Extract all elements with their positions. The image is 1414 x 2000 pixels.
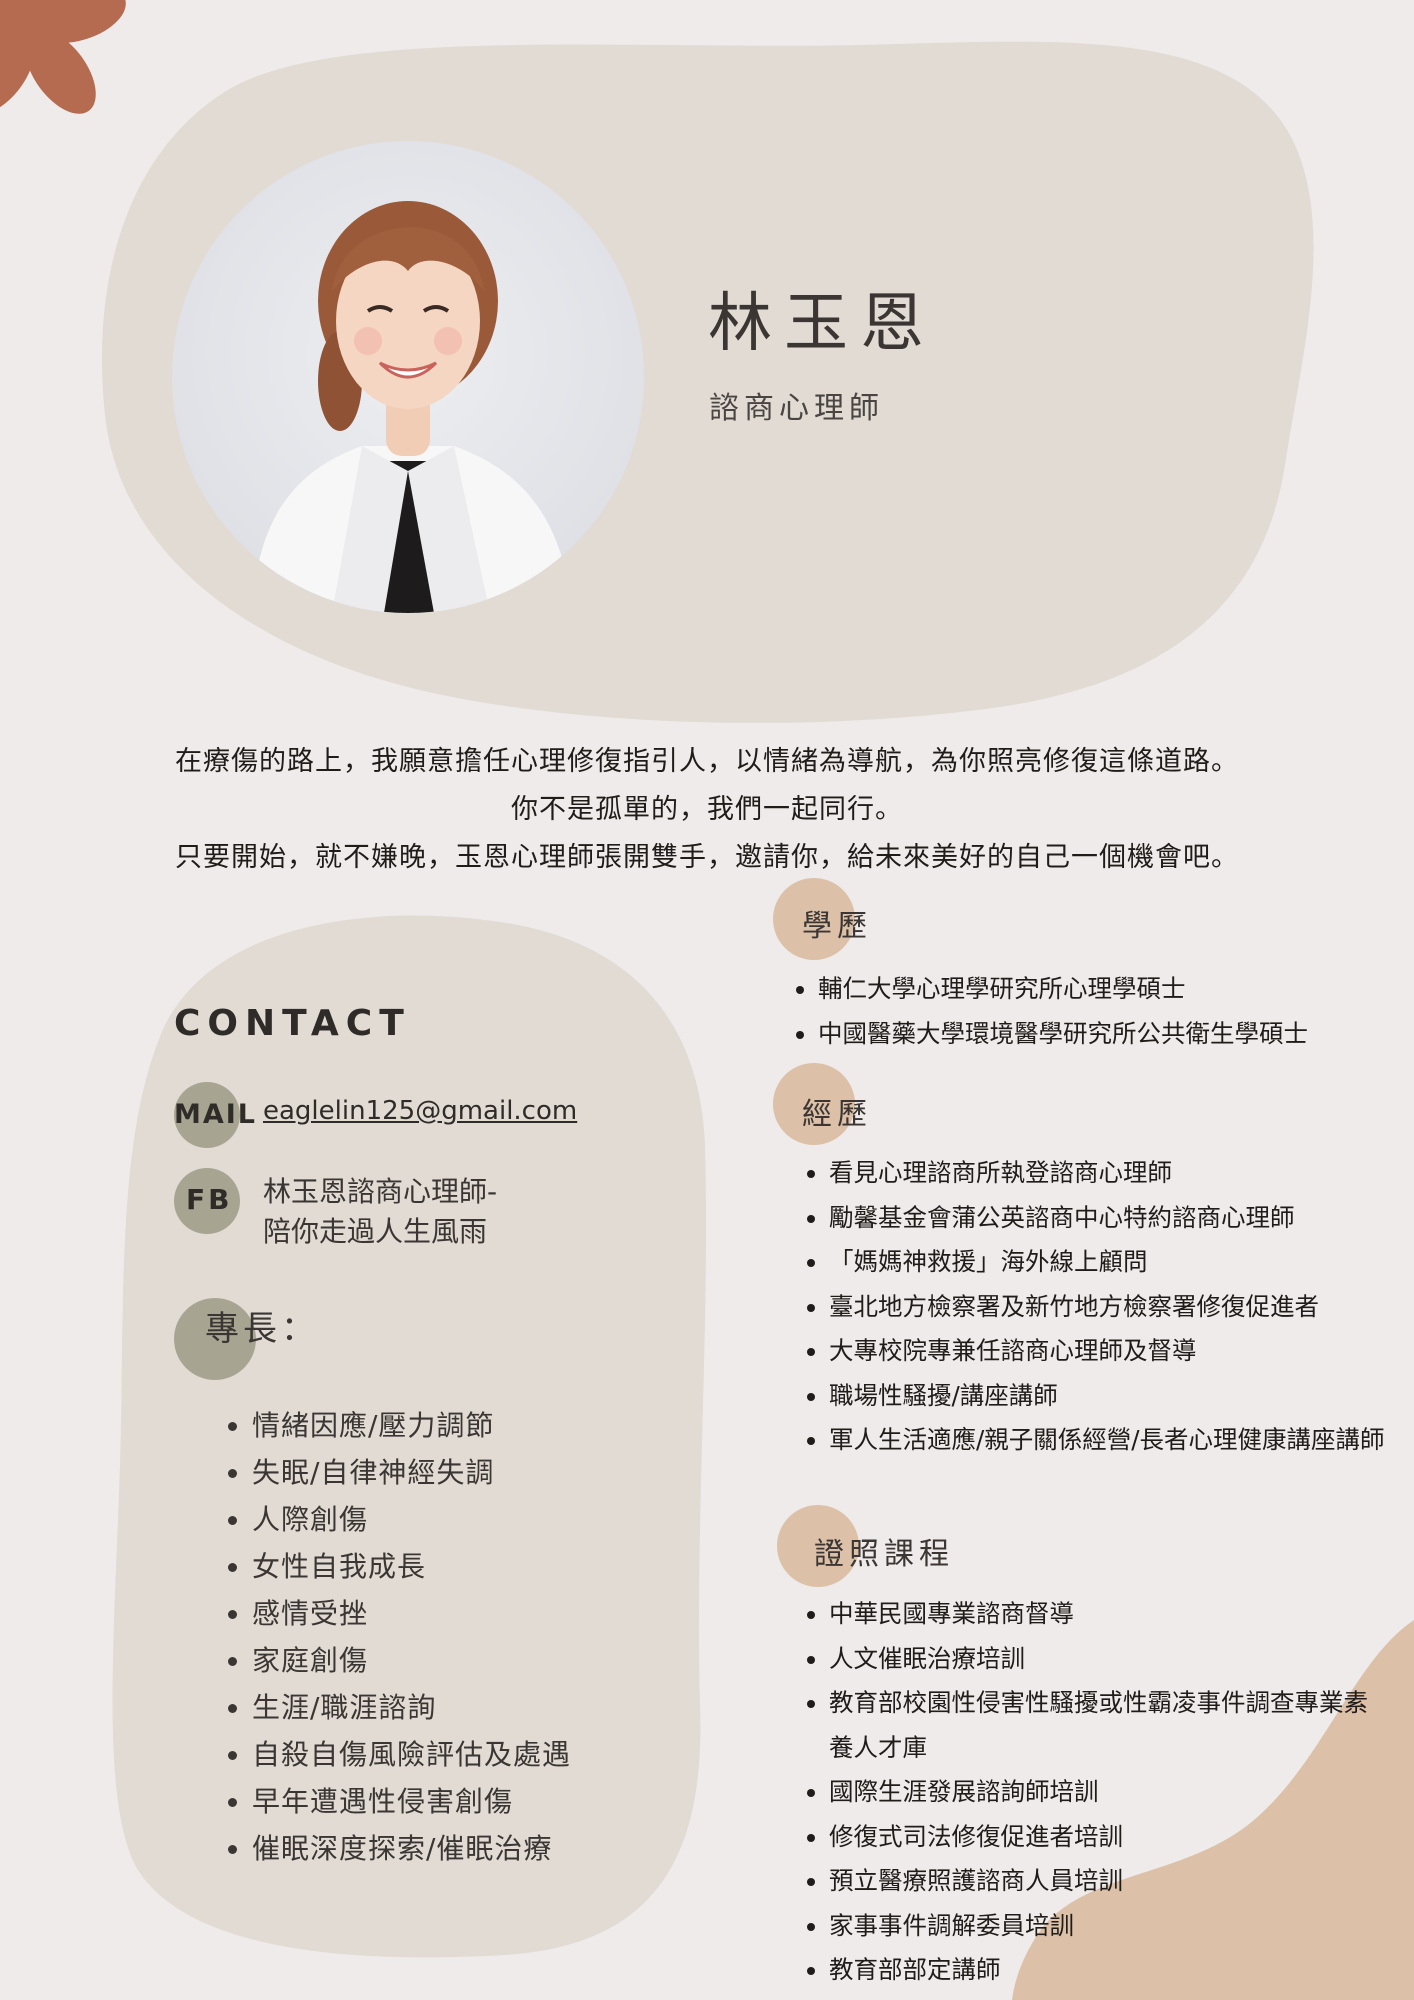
skill-item: 生涯/職涯諮詢 (252, 1684, 571, 1731)
experience-badge (773, 1063, 855, 1145)
skill-item: 情緒因應/壓力調節 (252, 1402, 571, 1449)
fb-badge (174, 1168, 240, 1234)
education-badge (773, 878, 855, 960)
contact-panel (112, 915, 707, 1958)
certificates-badge (777, 1505, 859, 1587)
fb-value-line: 陪你走過人生風雨 (263, 1215, 488, 1248)
experience-item: 軍人生活適應/親子關係經營/長者心理健康講座講師 (829, 1418, 1389, 1463)
intro-line: 你不是孤單的，我們一起同行。 (511, 794, 903, 825)
intro-line: 只要開始，就不嫌晚，玉恩心理師張開雙手，邀請你，給未來美好的自己一個機會吧。 (175, 842, 1239, 873)
certificate-item: 人文催眠治療培訓 (829, 1637, 1389, 1682)
experience-item: 看見心理諮商所執登諮商心理師 (829, 1151, 1389, 1196)
experience-heading: 經歷 (802, 1097, 872, 1132)
skill-item: 女性自我成長 (252, 1543, 571, 1590)
facebook-page-name: 林玉恩諮商心理師- 陪你走過人生風雨 (263, 1172, 497, 1252)
certificate-item: 教育部部定講師 (829, 1948, 1389, 1993)
skills-badge (174, 1298, 256, 1380)
experience-item: 勵馨基金會蒲公英諮商中心特約諮商心理師 (829, 1196, 1389, 1241)
mail-label: MAIL (174, 1099, 258, 1130)
certificate-item: 家事事件調解委員培訓 (829, 1904, 1389, 1949)
experience-item: 職場性騷擾/講座講師 (829, 1374, 1389, 1419)
certificate-item: 教育部校園性侵害性騷擾或性霸凌事件調查專業素養人才庫 (829, 1681, 1389, 1770)
profile-name: 林玉恩 (708, 287, 936, 361)
skill-item: 感情受挫 (252, 1590, 571, 1637)
portrait-illustration (252, 201, 572, 613)
corner-blob-decoration (1012, 1620, 1414, 2000)
experience-item: 臺北地方檢察署及新竹地方檢察署修復促進者 (829, 1285, 1389, 1330)
profile-role: 諮商心理師 (709, 391, 884, 426)
education-item: 輔仁大學心理學研究所心理學碩士 (818, 966, 1414, 1011)
skill-item: 催眠深度探索/催眠治療 (252, 1825, 571, 1872)
certificate-item: 中華民國專業諮商督導 (829, 1592, 1389, 1637)
education-heading: 學歷 (802, 909, 872, 944)
experience-item: 大專校院專兼任諮商心理師及督導 (829, 1329, 1389, 1374)
skills-heading: 專長： (205, 1309, 319, 1349)
certificates-list: 中華民國專業諮商督導 人文催眠治療培訓 教育部校園性侵害性騷擾或性霸凌事件調查專… (793, 1592, 1389, 1993)
experience-item: 「媽媽神救援」海外線上顧問 (829, 1240, 1389, 1285)
intro-text: 在療傷的路上，我願意擔任心理修復指引人，以情緒為導航，為你照亮修復這條道路。 你… (0, 738, 1414, 882)
certificate-item: 修復式司法修復促進者培訓 (829, 1815, 1389, 1860)
skill-item: 家庭創傷 (252, 1637, 571, 1684)
education-item: 中國醫藥大學環境醫學研究所公共衛生學碩士 (818, 1011, 1414, 1056)
profile-photo (172, 141, 644, 613)
skill-item: 失眠/自律神經失調 (252, 1449, 571, 1496)
skill-item: 人際創傷 (252, 1496, 571, 1543)
fb-value-line: 林玉恩諮商心理師- (263, 1175, 498, 1208)
contact-heading: CONTACT (174, 1003, 411, 1044)
certificate-item: 預立醫療照護諮商人員培訓 (829, 1859, 1389, 1904)
skills-list: 情緒因應/壓力調節 失眠/自律神經失調 人際創傷 女性自我成長 感情受挫 家庭創… (218, 1402, 571, 1872)
skill-item: 早年遭遇性侵害創傷 (252, 1778, 571, 1825)
certificates-heading: 證照課程 (814, 1537, 954, 1572)
flower-decoration-icon (0, 0, 126, 114)
certificate-item: 國際生涯發展諮詢師培訓 (829, 1770, 1389, 1815)
fb-label: FB (186, 1183, 233, 1216)
intro-line: 在療傷的路上，我願意擔任心理修復指引人，以情緒為導航，為你照亮修復這條道路。 (175, 746, 1239, 777)
experience-list: 看見心理諮商所執登諮商心理師 勵馨基金會蒲公英諮商中心特約諮商心理師 「媽媽神救… (793, 1151, 1389, 1463)
mail-badge (174, 1082, 240, 1148)
email-link[interactable]: eaglelin125@gmail.com (263, 1096, 578, 1126)
skill-item: 自殺自傷風險評估及處遇 (252, 1731, 571, 1778)
education-list: 輔仁大學心理學研究所心理學碩士 中國醫藥大學環境醫學研究所公共衛生學碩士 (782, 966, 1414, 1056)
